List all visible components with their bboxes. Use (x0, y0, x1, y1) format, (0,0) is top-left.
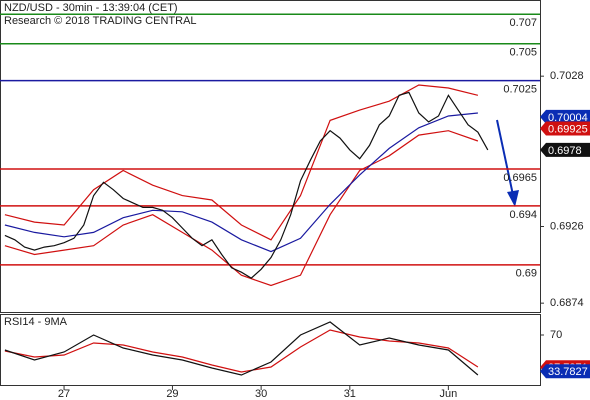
level-label: 0.707 (509, 17, 537, 29)
chart-title: NZD/USD - 30min - 13:39:04 (CET) (4, 2, 178, 14)
rsi-title: RSI14 - 9MA (4, 316, 68, 328)
x-tick-label: 31 (344, 388, 356, 400)
series-line (4, 329, 479, 373)
arrow-shaft (496, 119, 514, 196)
level-label: 0.7025 (503, 83, 537, 95)
x-tick-label: 30 (255, 388, 267, 400)
forecast-arrow (496, 119, 519, 207)
series-line (4, 91, 489, 279)
x-tick-label: 29 (166, 388, 178, 400)
y-tick-label: 0.6926 (550, 220, 584, 232)
series-line (4, 112, 478, 253)
main-frame (0, 0, 541, 313)
price-marker-label: 0.69925 (548, 123, 588, 135)
price-marker (540, 142, 590, 157)
y-tick-label: 0.6874 (550, 297, 584, 309)
arrow-head (507, 190, 519, 207)
chart-subtitle: Research © 2018 TRADING CENTRAL (4, 15, 197, 27)
series-line (4, 130, 479, 287)
level-label: 0.6965 (503, 172, 537, 184)
y-tick-label: 0.7028 (550, 70, 584, 82)
price-marker-label: 0.6978 (548, 145, 582, 157)
price-marker-label: 33.7827 (548, 366, 588, 378)
rsi-frame (0, 314, 541, 386)
price-marker (540, 364, 590, 379)
price-marker-label: 0.70004 (548, 112, 588, 124)
x-tick-label: Jun (439, 388, 457, 400)
level-label: 0.705 (509, 47, 537, 59)
x-tick-label: 27 (58, 388, 70, 400)
y-tick-label: 70 (550, 329, 562, 341)
series-line (4, 321, 479, 376)
price-marker (540, 109, 590, 124)
series-line (4, 84, 479, 241)
level-label: 0.694 (509, 209, 537, 221)
level-label: 0.69 (516, 268, 537, 280)
price-marker (540, 121, 590, 136)
